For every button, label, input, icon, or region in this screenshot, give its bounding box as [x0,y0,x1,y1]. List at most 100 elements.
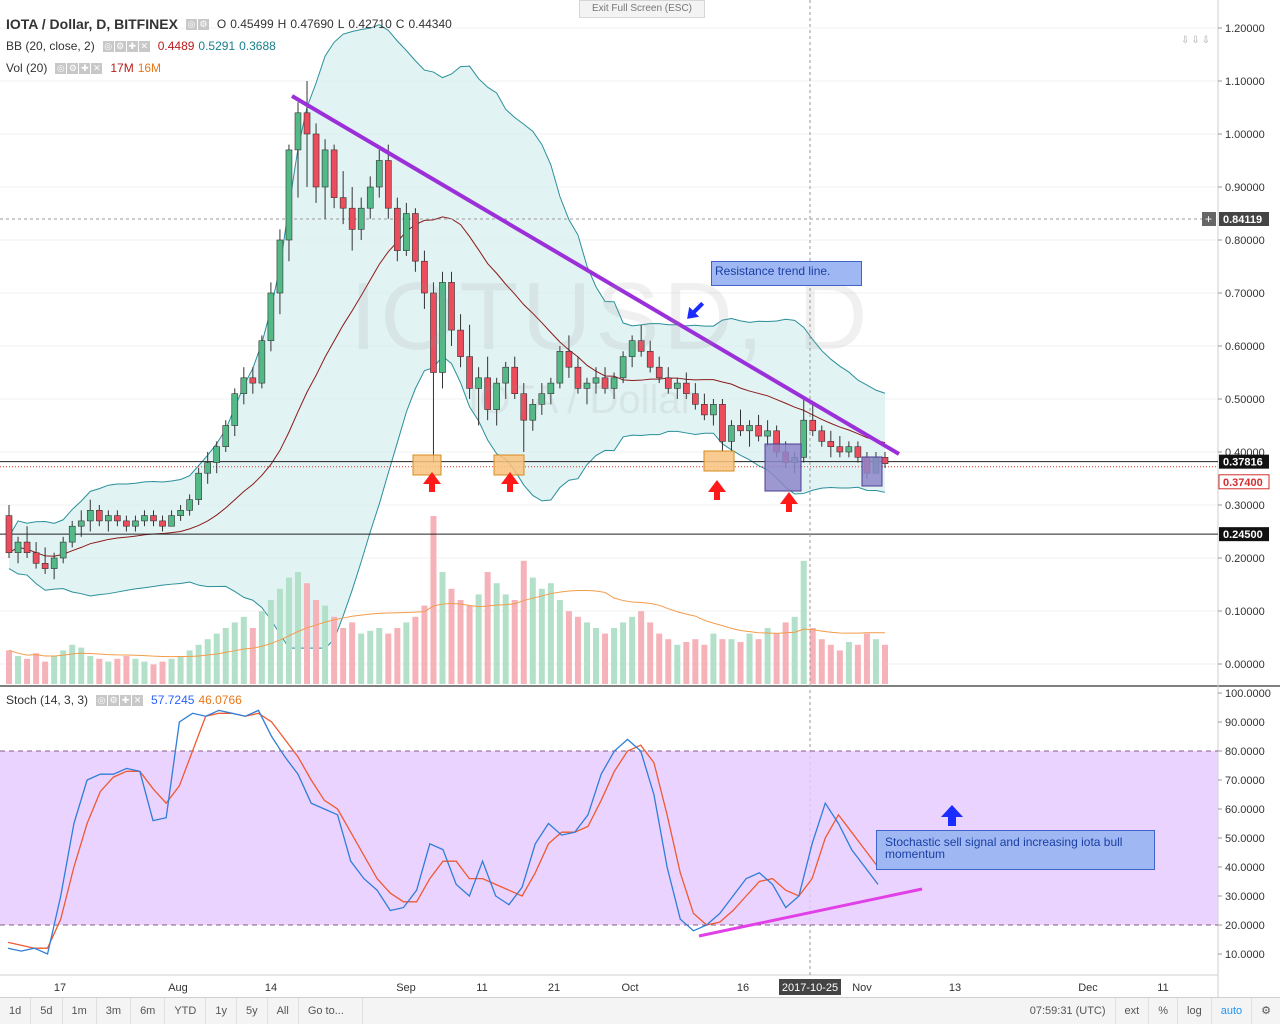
volume-bars [6,516,888,684]
bottom-toolbar: 1d 5d 1m 3m 6m YTD 1y 5y All Go to... 07:59:31 (… [0,997,1280,1024]
volume-bar [647,622,654,684]
range-button-1y[interactable]: 1y [206,997,237,1024]
candle-body [105,515,112,522]
close-price-badge-bg [1218,474,1270,490]
exit-fullscreen-button[interactable]: Exit Full Screen (ESC) [579,0,705,18]
candle-body [186,499,193,511]
open-value: 0.45499 [230,17,274,31]
stoch-d-line [7,712,879,949]
range-button-5y[interactable]: 5y [237,997,268,1024]
bb-upper-value: 0.5291 [198,39,236,53]
bb-label[interactable]: BB (20, close, 2) [6,39,95,53]
range-button-3m[interactable]: 3m [97,997,132,1024]
candle [547,377,555,405]
volume-bar [746,633,753,684]
collapse-arrows-icon[interactable]: ⇩⇩⇩ [1181,35,1213,46]
candle [800,399,808,463]
volume-bar [484,572,491,684]
stoch-tick-label: 20.0000 [1225,920,1265,932]
log-button[interactable]: log [1178,997,1212,1024]
candle-body [737,425,744,432]
candle-body [375,160,383,188]
utc-time[interactable]: 07:59:31 (UTC) [1021,997,1116,1024]
auto-button[interactable]: auto [1212,997,1253,1024]
stoch-d-value: 46.0766 [198,693,242,707]
candle-body [692,393,699,405]
time-tick-label: 17 [54,982,66,994]
resistance-note[interactable]: Resistance trend line. [711,261,862,286]
candle-body [114,515,121,522]
range-button-ytd[interactable]: YTD [165,997,207,1024]
candle [619,351,627,384]
candle-body [466,356,473,389]
volume-bar [882,644,888,684]
candle [475,367,482,426]
vol-buttons[interactable]: ◎ ⚙ ✚ ✕ [55,62,103,74]
volume-bar [719,639,726,684]
range-button-6m[interactable]: 6m [131,997,166,1024]
bb-lower-line [8,355,886,649]
candle-body [276,239,284,294]
volume-bar [665,639,672,684]
price-tick-label: 1.20000 [1225,23,1265,35]
range-button-1m[interactable]: 1m [63,997,97,1024]
stochastic-note[interactable]: Stochastic sell signal and increasing io… [876,830,1155,870]
volume-bar [213,633,220,684]
legend-buttons[interactable]: ◎ ⚙ [185,18,209,30]
bb-basis-value: 0.4489 [157,39,195,53]
candle [68,520,76,548]
bb-legend: BB (20, close, 2) ◎ ⚙ ✚ ✕ 0.4489 0.5291 0.3… [6,39,276,53]
candle-body [520,393,528,421]
bb-buttons[interactable]: ◎ ⚙ ✚ ✕ [102,40,150,52]
candle-body [213,446,221,463]
candle-body [86,509,94,522]
volume-bar [764,628,771,684]
candle [719,399,726,452]
volume-bar [294,572,301,684]
candle [222,420,230,452]
candle-body [412,213,419,262]
volume-bar [755,639,762,684]
candle-body [502,366,510,384]
candle [14,536,22,564]
arrow-shape [780,492,798,512]
goto-button[interactable]: Go to... [299,997,363,1024]
symbol-title[interactable]: IOTA / Dollar, D, BITFINEX [6,16,178,32]
volume-bar [313,600,320,684]
volume-bar [538,588,545,684]
volume-bar [258,611,265,684]
volume-bar [15,656,22,684]
volume-bar [791,616,798,684]
candle [746,420,753,447]
candle [520,383,528,452]
vol-label[interactable]: Vol (20) [6,61,48,75]
stoch-label[interactable]: Stoch (14, 3, 3) [6,693,89,707]
range-button-5d[interactable]: 5d [31,997,63,1024]
volume-bar [547,583,554,684]
candle [430,282,437,463]
volume-bar [611,628,618,684]
candle-body [475,377,482,389]
candle [836,436,844,458]
red-up-arrow-icon [501,472,519,492]
volume-bar [240,616,247,684]
time-tick-label: Aug [168,982,188,994]
volume-bar [565,611,572,684]
range-button-all[interactable]: All [268,997,299,1024]
candle [737,409,744,437]
stoch-buttons[interactable]: ◎ ⚙ ✚ ✕ [96,694,144,706]
annotations [290,94,963,938]
plus-icon: + [1205,212,1212,226]
range-button-1d[interactable]: 1d [0,997,32,1024]
candle-body [556,350,564,384]
volume-bar [132,658,139,684]
percent-button[interactable]: % [1149,997,1179,1024]
candle [50,552,58,580]
candle-body [854,446,862,458]
settings-gear-icon[interactable]: ⚙ [1261,1004,1271,1017]
ext-button[interactable]: ext [1116,997,1150,1024]
volume-bar [141,661,148,684]
red-up-arrow-icon [423,472,441,492]
support-highlight-box [703,450,735,472]
